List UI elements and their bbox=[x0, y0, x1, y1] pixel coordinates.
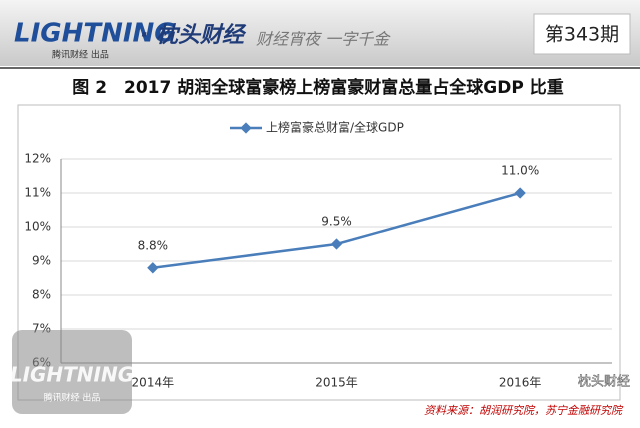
y-tick-label: 11% bbox=[24, 186, 51, 200]
logo: LIGHTNING bbox=[14, 19, 176, 49]
logo-watermark bbox=[12, 330, 132, 414]
data-point bbox=[514, 187, 526, 199]
x-tick-label: 2015年 bbox=[315, 376, 358, 390]
y-tick-label: 12% bbox=[24, 152, 51, 166]
watermark: 枕头财经 bbox=[578, 375, 630, 390]
y-tick-label: 10% bbox=[24, 220, 51, 234]
header-band bbox=[0, 0, 640, 66]
data-label: 9.5% bbox=[321, 215, 352, 229]
x-tick-label: 2016年 bbox=[499, 376, 542, 390]
y-tick-label: 8% bbox=[32, 288, 51, 302]
issue: 第343期 bbox=[545, 24, 619, 46]
chart-title: 图 2 2017 胡润全球富豪榜上榜富豪财富总量占全球GDP 比重 bbox=[72, 77, 563, 98]
brand: · 枕头财经 bbox=[140, 22, 247, 48]
data-label: 11.0% bbox=[501, 164, 539, 178]
tagline: 财经宵夜 一字千金 bbox=[256, 30, 391, 49]
x-tick-label: 2014年 bbox=[132, 376, 175, 390]
logo-watermark-text: LIGHTNING bbox=[10, 363, 134, 387]
data-point bbox=[147, 262, 159, 274]
logo-watermark-sub: 腾讯财经 出品 bbox=[44, 392, 101, 404]
issue-box bbox=[533, 13, 631, 55]
legend-label: 上榜富豪总财富/全球GDP bbox=[266, 120, 404, 135]
data-label: 8.8% bbox=[138, 238, 169, 252]
data-point bbox=[330, 238, 343, 250]
logo-sub: 腾讯财经 出品 bbox=[52, 49, 109, 61]
source: 资料来源：胡润研究院，苏宁金融研究院 bbox=[424, 404, 624, 417]
y-tick-label: 9% bbox=[32, 254, 51, 268]
